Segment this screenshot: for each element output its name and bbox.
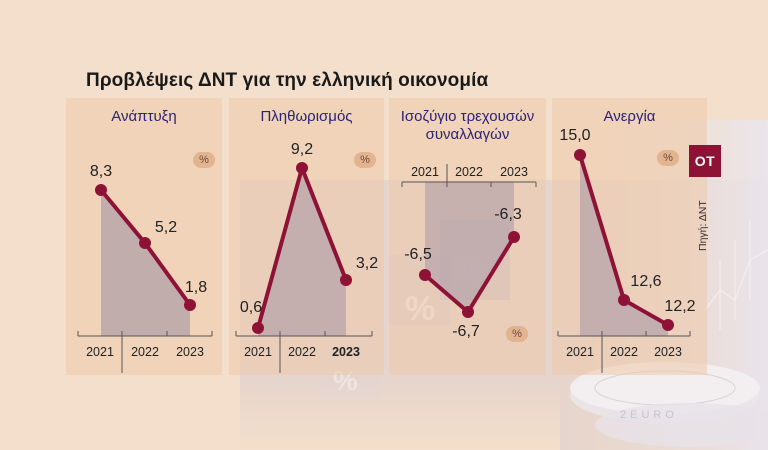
- value-current-account-2021: -6,5: [404, 246, 432, 263]
- value-growth-2022: 5,2: [154, 219, 178, 236]
- point-inflation-2021: [252, 322, 264, 334]
- unit-badge-inflation: %: [354, 152, 376, 168]
- panel-title-current-account-line2: συναλλαγών: [425, 126, 510, 143]
- value-current-account-2023: -6,3: [494, 206, 522, 223]
- year-unemployment-2023: 2023: [654, 345, 682, 359]
- point-growth-2023: [184, 299, 196, 311]
- value-current-account-2022: -6,7: [452, 323, 480, 340]
- point-current-account-2023: [508, 231, 520, 243]
- area-growth: [101, 190, 190, 336]
- panel-title-growth: Ανάπτυξη: [111, 108, 177, 125]
- value-unemployment-2023: 12,2: [664, 298, 696, 315]
- year-growth-2023: 2023: [176, 345, 204, 359]
- value-inflation-2023: 3,2: [355, 255, 379, 272]
- year-current-account-2021: 2021: [411, 165, 439, 179]
- unit-badge-unemployment: %: [657, 150, 679, 166]
- area-current-account: [425, 182, 514, 312]
- value-unemployment-2022: 12,6: [630, 273, 662, 290]
- axis-inflation: [235, 331, 373, 373]
- unit-badge-current-account: %: [506, 326, 528, 342]
- axis-current-account: [401, 164, 537, 187]
- area-inflation: [258, 168, 346, 336]
- value-inflation-2021: 0,6: [239, 299, 263, 316]
- value-unemployment-2021: 15,0: [559, 127, 591, 144]
- point-growth-2021: [95, 184, 107, 196]
- area-unemployment: [580, 155, 668, 336]
- year-inflation-2021: 2021: [244, 345, 272, 359]
- axis-unemployment: [557, 331, 691, 373]
- point-unemployment-2022: [618, 294, 630, 306]
- year-current-account-2023: 2023: [500, 165, 528, 179]
- year-growth-2021: 2021: [86, 345, 114, 359]
- year-unemployment-2022: 2022: [610, 345, 638, 359]
- year-current-account-2022: 2022: [455, 165, 483, 179]
- year-unemployment-2021: 2021: [566, 345, 594, 359]
- point-inflation-2022: [296, 162, 308, 174]
- year-growth-2022: 2022: [131, 345, 159, 359]
- value-inflation-2022: 9,2: [290, 141, 314, 158]
- source-note: Πηγή: ΔΝΤ: [697, 200, 709, 252]
- year-inflation-2022: 2022: [288, 345, 316, 359]
- unit-badge-growth: %: [193, 152, 215, 168]
- point-inflation-2023: [340, 274, 352, 286]
- value-growth-2021: 8,3: [89, 163, 113, 180]
- point-current-account-2021: [419, 269, 431, 281]
- panel-title-inflation: Πληθωρισμός: [260, 108, 353, 125]
- point-unemployment-2021: [574, 149, 586, 161]
- ot-logo: OT: [689, 145, 721, 177]
- chart-title: Προβλέψεις ΔΝΤ για την ελληνική οικονομί…: [86, 70, 489, 91]
- panel-title-unemployment: Ανεργία: [603, 108, 656, 125]
- year-inflation-2023: 2023: [332, 345, 360, 359]
- panel-title-current-account-line1: Ισοζύγιο τρεχουσών: [400, 108, 535, 125]
- value-growth-2023: 1,8: [184, 279, 208, 296]
- point-current-account-2022: [462, 306, 474, 318]
- point-unemployment-2023: [662, 319, 674, 331]
- axis-growth: [77, 331, 213, 373]
- point-growth-2022: [139, 237, 151, 249]
